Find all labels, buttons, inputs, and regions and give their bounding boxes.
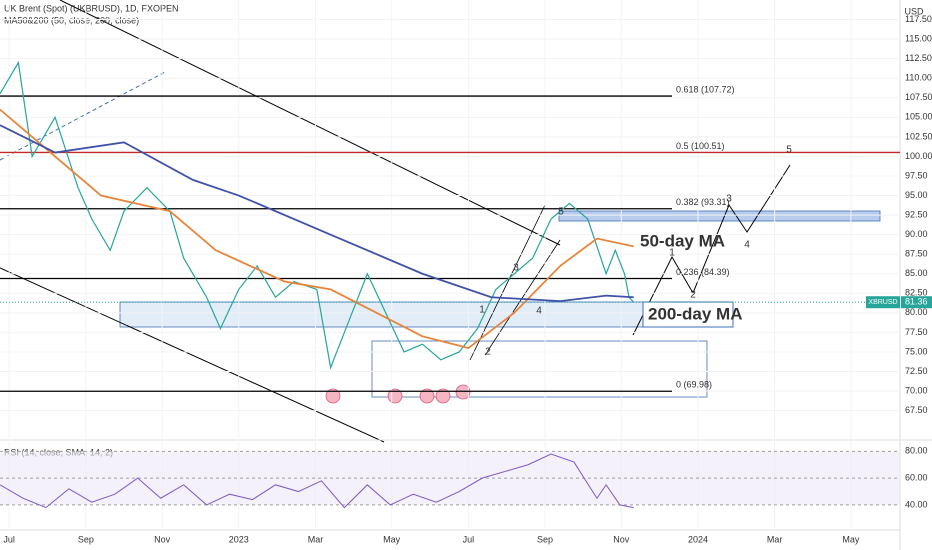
y-tick-label: 117.50 (905, 14, 932, 24)
fib-label: 0.618 (107.72) (676, 84, 735, 94)
wave-label: 4 (536, 306, 542, 317)
chart-title: UK Brent (Spot) (UKBRUSD), 1D, FXOPEN (4, 3, 179, 13)
x-tick-label: 2024 (688, 534, 708, 544)
trend-line (0, 267, 385, 443)
x-tick-label: Nov (613, 534, 630, 544)
y-tick-label: 110.00 (905, 73, 932, 83)
fib-label: 0.382 (93.31) (676, 197, 730, 207)
series-line (0, 60, 635, 370)
wave-label: 5 (558, 207, 564, 218)
y-tick-label: 82.50 (905, 288, 928, 298)
wave-label: 1 (479, 305, 485, 316)
x-tick-label: Mar (308, 534, 324, 544)
y-tick-label: 75.00 (905, 346, 928, 356)
y-tick-label: 77.50 (905, 327, 928, 337)
ma200-label: 200-day MA (648, 304, 742, 323)
trend-line (59, 0, 561, 246)
indicator-title: MA50&200 (50, close, 200, close) (4, 15, 139, 25)
y-tick-label: 92.50 (905, 209, 928, 219)
wave-label: 1 (669, 248, 675, 259)
y-tick-label: 80.00 (905, 307, 928, 317)
y-tick-label: 102.50 (905, 131, 932, 141)
wave-label: 5 (786, 145, 792, 156)
series-line (0, 108, 634, 350)
price-tag (901, 296, 932, 309)
channel-line (484, 239, 561, 356)
marker (455, 384, 471, 400)
wave-label: 2 (485, 347, 491, 358)
x-tick-label: Sep (537, 534, 553, 544)
y-tick-label: 85.00 (905, 268, 928, 278)
x-tick-label: Mar (767, 534, 783, 544)
wave-label: 4 (744, 240, 750, 251)
marker (419, 388, 435, 404)
fib-label: 0.236 (84.39) (676, 267, 730, 277)
x-tick-label: Sep (78, 534, 94, 544)
y-tick-label: 107.50 (905, 92, 932, 102)
y-tick-label: 67.50 (905, 405, 928, 415)
ma200-box (642, 301, 734, 328)
y-tick-label: 105.00 (905, 112, 932, 122)
price-tag-text: 81.36 (905, 297, 928, 307)
y-tick-label: 70.00 (905, 385, 928, 395)
symbol-tag (866, 296, 900, 309)
support-zone (119, 301, 734, 328)
x-tick-label: May (383, 534, 401, 544)
marker (435, 388, 451, 404)
y-tick-label: 112.50 (905, 53, 932, 63)
y-tick-label: 40.00 (905, 499, 928, 509)
y-tick-label: 72.50 (905, 366, 928, 376)
fib-label: 0 (69.98) (676, 380, 712, 390)
x-tick-label: Jul (3, 534, 15, 544)
y-tick-label: 90.00 (905, 229, 928, 239)
wave-label: 3 (726, 194, 732, 205)
y-tick-label: 87.50 (905, 249, 928, 259)
x-tick-label: May (842, 534, 860, 544)
y-tick-label: 97.50 (905, 170, 928, 180)
trend-line (0, 71, 166, 161)
wave-label: 3 (513, 263, 519, 274)
y-tick-label: 95.00 (905, 190, 928, 200)
marker (325, 388, 341, 404)
ma50-label: 50-day MA (640, 231, 725, 250)
wave-label: 2 (690, 290, 696, 301)
series-line (0, 124, 634, 303)
x-tick-label: 2023 (229, 534, 249, 544)
x-tick-label: Nov (154, 534, 171, 544)
fib-label: 0.5 (100.51) (676, 141, 725, 151)
series-line (0, 453, 634, 509)
y-tick-label: 115.00 (905, 33, 932, 43)
currency: USD (904, 6, 924, 16)
y-tick-label: 100.00 (905, 151, 932, 161)
projection-path (632, 164, 791, 336)
x-tick-label: Jul (463, 534, 475, 544)
base-box (371, 340, 708, 398)
y-tick-label: 80.00 (905, 446, 928, 456)
y-tick-label: 60.00 (905, 473, 928, 483)
channel-line (469, 204, 546, 361)
symbol-tag-text: XBRUSD (868, 299, 897, 306)
resistance-zone (558, 210, 881, 222)
